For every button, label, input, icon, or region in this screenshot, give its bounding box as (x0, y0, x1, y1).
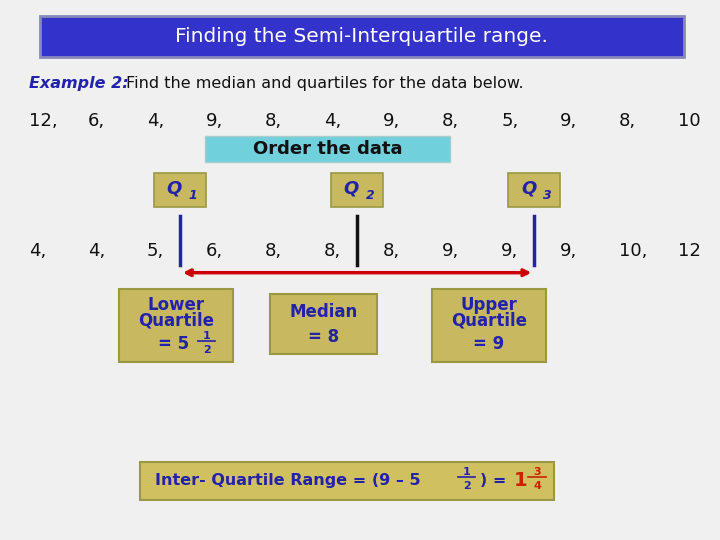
Text: 2: 2 (203, 345, 210, 355)
Text: 8,: 8, (442, 112, 459, 131)
Text: Q: Q (343, 179, 359, 198)
Bar (205, 136, 450, 162)
Text: 10: 10 (678, 112, 701, 131)
Text: 3: 3 (543, 189, 552, 202)
Text: 8,: 8, (265, 112, 282, 131)
Text: 8,: 8, (383, 242, 400, 260)
Text: 9,: 9, (560, 242, 577, 260)
Text: 4,: 4, (147, 112, 164, 131)
Text: 1: 1 (203, 330, 210, 341)
Text: 6,: 6, (206, 242, 223, 260)
Text: Quartile: Quartile (451, 312, 527, 330)
Bar (119, 289, 233, 362)
Text: 3: 3 (534, 467, 541, 477)
Text: 4,: 4, (324, 112, 341, 131)
Text: 9,: 9, (501, 242, 518, 260)
Text: 10,: 10, (619, 242, 647, 260)
Bar (40, 16, 684, 57)
Text: Find the median and quartiles for the data below.: Find the median and quartiles for the da… (126, 76, 523, 91)
Text: 1: 1 (463, 467, 470, 477)
Text: 9,: 9, (560, 112, 577, 131)
Bar (432, 289, 546, 362)
Text: Order the data: Order the data (253, 140, 402, 158)
Text: = 5: = 5 (158, 335, 189, 353)
Text: 2: 2 (463, 481, 470, 491)
Text: Median: Median (289, 303, 357, 321)
Bar (154, 173, 206, 207)
Text: 5,: 5, (501, 112, 518, 131)
Text: 9,: 9, (206, 112, 223, 131)
Bar (270, 294, 377, 354)
Text: 4,: 4, (29, 242, 46, 260)
Text: Q: Q (521, 179, 536, 198)
Text: Q: Q (166, 179, 182, 198)
Text: 12: 12 (678, 242, 701, 260)
Text: 1: 1 (189, 189, 197, 202)
Text: 2: 2 (366, 189, 374, 202)
Text: Example 2:: Example 2: (29, 76, 128, 91)
Text: 8,: 8, (324, 242, 341, 260)
Text: 9,: 9, (442, 242, 459, 260)
Text: 4: 4 (534, 481, 541, 491)
Bar (331, 173, 383, 207)
Text: = 8: = 8 (307, 328, 339, 346)
Text: 6,: 6, (88, 112, 105, 131)
Text: = 9: = 9 (473, 335, 505, 353)
Text: 8,: 8, (619, 112, 636, 131)
Text: Inter- Quartile Range = (9 – 5: Inter- Quartile Range = (9 – 5 (155, 473, 420, 488)
Text: 8,: 8, (265, 242, 282, 260)
Bar (140, 462, 554, 500)
Text: Finding the Semi-Interquartile range.: Finding the Semi-Interquartile range. (175, 27, 548, 46)
Text: Lower: Lower (147, 296, 204, 314)
Text: 5,: 5, (147, 242, 164, 260)
Bar (508, 173, 560, 207)
Text: 12,: 12, (29, 112, 58, 131)
Text: ) =: ) = (480, 473, 511, 488)
Text: 4,: 4, (88, 242, 105, 260)
Text: Upper: Upper (461, 296, 517, 314)
Text: Quartile: Quartile (138, 312, 214, 330)
Text: 1: 1 (513, 471, 527, 490)
Text: 9,: 9, (383, 112, 400, 131)
